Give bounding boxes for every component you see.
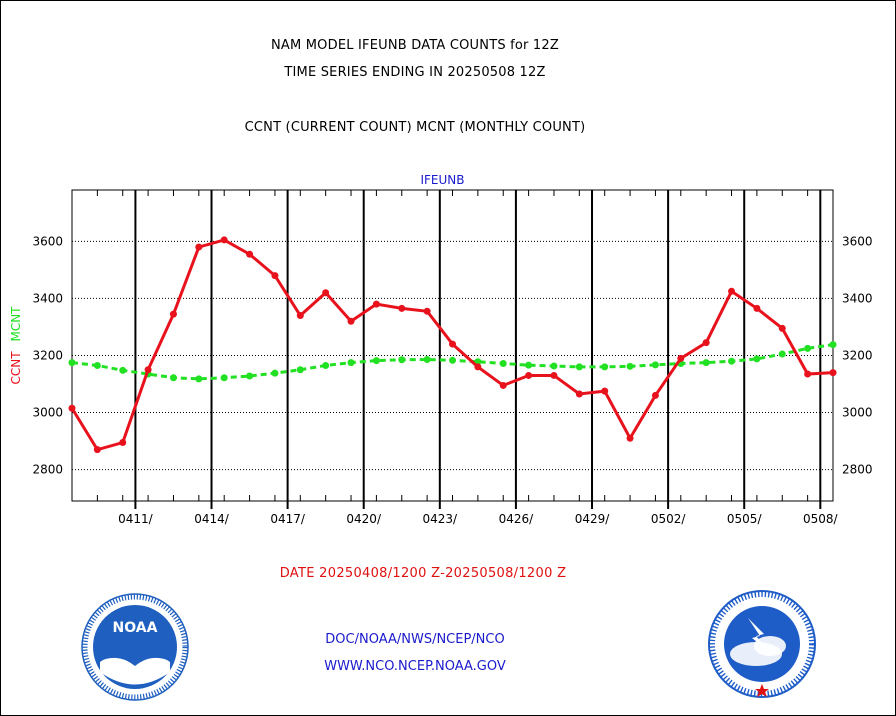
point-ccnt [144, 366, 152, 374]
point-mcnt [372, 357, 380, 365]
y-tick-label-right: 3600 [842, 234, 873, 248]
x-tick-label: 0505/ [727, 512, 763, 526]
x-tick-label: 0502/ [651, 512, 687, 526]
point-ccnt [93, 446, 101, 454]
x-tick-label: 0429/ [575, 512, 611, 526]
y-axis-label-group: CCNT MCNT [9, 306, 23, 385]
point-ccnt [778, 324, 786, 332]
point-mcnt [119, 366, 127, 374]
noaa-logo-lettering [82, 594, 188, 700]
point-ccnt [220, 236, 228, 244]
y-tick-label-left: 3400 [32, 291, 63, 305]
x-tick-label: 0508/ [803, 512, 839, 526]
point-mcnt [68, 359, 76, 367]
y-tick-label-right: 3200 [842, 348, 873, 362]
nws-logo-star [755, 684, 769, 697]
point-ccnt [347, 317, 355, 325]
point-ccnt [525, 371, 533, 379]
point-ccnt [575, 390, 583, 398]
point-mcnt [829, 341, 837, 349]
point-mcnt [575, 363, 583, 371]
y-tick-label-right: 3000 [842, 406, 873, 420]
point-ccnt [753, 304, 761, 312]
y-tick-label-left: 3600 [32, 234, 63, 248]
x-tick-label: 0420/ [346, 512, 382, 526]
point-mcnt [702, 359, 710, 367]
point-mcnt [449, 356, 456, 364]
point-ccnt [601, 387, 609, 395]
point-mcnt [601, 363, 609, 371]
point-ccnt [474, 363, 482, 371]
y-tick-label-left: 3200 [32, 348, 63, 362]
point-mcnt [753, 355, 761, 363]
point-ccnt [829, 369, 837, 377]
point-mcnt [398, 356, 406, 364]
x-tick-label: 0414/ [194, 512, 230, 526]
point-mcnt [93, 361, 101, 369]
y-tick-label-right: 2800 [842, 463, 873, 477]
point-ccnt [169, 310, 177, 318]
y-tick-label-left: 2800 [32, 463, 63, 477]
point-mcnt [525, 361, 533, 369]
y-tick-label-right: 3400 [842, 291, 873, 305]
y-axis-label-ccnt: CCNT [9, 351, 23, 385]
point-mcnt [778, 350, 786, 358]
y-tick-label-left: 3000 [32, 406, 63, 420]
noaa-logo-text: NOAA [113, 620, 158, 636]
point-mcnt [322, 361, 330, 369]
point-mcnt [246, 372, 254, 380]
footer-org-line: DOC/NOAA/NWS/NCEP/NCO [325, 632, 505, 647]
point-mcnt [423, 355, 431, 363]
date-range-label: DATE 20250408/1200 Z-20250508/1200 Z [279, 566, 567, 581]
point-ccnt [195, 243, 203, 251]
chart-title-line2: TIME SERIES ENDING IN 20250508 12Z [284, 65, 546, 80]
noaa-logo-seagull [100, 654, 170, 685]
point-mcnt [804, 344, 812, 352]
x-tick-label: 0411/ [118, 512, 154, 526]
national-weather-service-logo [708, 590, 816, 698]
noaa-logo-wave [98, 649, 172, 666]
point-ccnt [449, 340, 456, 348]
point-ccnt [68, 404, 76, 412]
chart-title-line3: CCNT (CURRENT COUNT) MCNT (MONTHLY COUNT… [244, 120, 586, 135]
x-tick-label: 0417/ [270, 512, 306, 526]
chart-subtitle: IFEUNB [420, 173, 464, 187]
point-ccnt [372, 300, 380, 308]
point-mcnt [220, 374, 228, 382]
point-mcnt [347, 359, 355, 367]
point-ccnt [246, 250, 254, 258]
point-mcnt [195, 375, 203, 383]
point-ccnt [804, 370, 812, 378]
point-mcnt [499, 359, 507, 367]
point-mcnt [296, 366, 304, 374]
noaa-logo: NOAA [81, 593, 189, 701]
point-mcnt [169, 374, 177, 382]
point-ccnt [423, 307, 431, 315]
point-ccnt [550, 371, 558, 379]
point-ccnt [296, 312, 304, 320]
point-ccnt [398, 304, 406, 312]
point-mcnt [550, 362, 558, 370]
point-ccnt [651, 391, 659, 399]
y-axis-label-mcnt: MCNT [9, 306, 23, 342]
x-tick-label: 0423/ [423, 512, 459, 526]
footer-url-line[interactable]: WWW.NCO.NCEP.NOAA.GOV [324, 659, 506, 674]
point-mcnt [651, 361, 659, 369]
point-ccnt [322, 289, 330, 297]
chart-title-line1: NAM MODEL IFEUNB DATA COUNTS for 12Z [271, 38, 559, 53]
nws-logo-lightning [748, 618, 772, 654]
x-tick-label: 0426/ [499, 512, 535, 526]
point-ccnt [271, 272, 279, 280]
point-ccnt [702, 339, 710, 347]
point-ccnt [626, 434, 634, 442]
point-ccnt [677, 354, 685, 362]
point-mcnt [728, 357, 736, 365]
point-ccnt [499, 381, 507, 389]
point-ccnt [728, 287, 736, 295]
nws-logo-cloud-top [754, 636, 786, 656]
point-mcnt [271, 369, 279, 377]
point-mcnt [626, 362, 634, 370]
point-ccnt [119, 439, 127, 447]
